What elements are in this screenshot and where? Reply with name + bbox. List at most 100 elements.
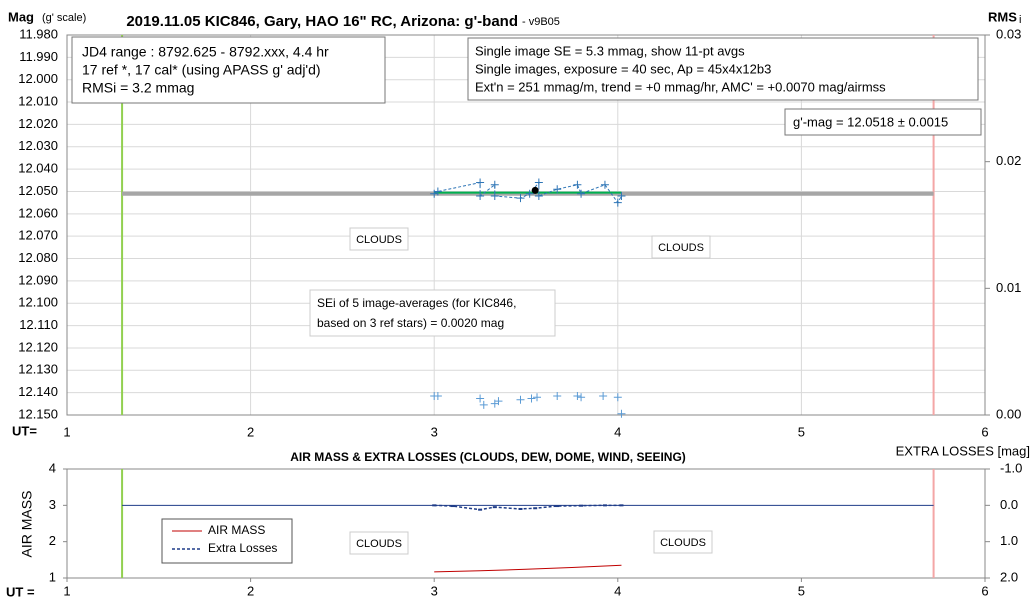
annotation-box bbox=[467, 37, 979, 101]
data-point bbox=[617, 191, 626, 200]
y-tick-label: 12.010 bbox=[18, 93, 58, 108]
data-point bbox=[599, 392, 608, 400]
y2-tick-label: 0.00 bbox=[996, 406, 1021, 421]
annotation-text: CLOUDS bbox=[660, 537, 706, 549]
y2-tick-label: 0.03 bbox=[996, 26, 1021, 41]
x-tick-label: 3 bbox=[431, 583, 438, 598]
annotation-box bbox=[71, 36, 386, 104]
data-point bbox=[617, 409, 626, 418]
y-tick-label: 12.150 bbox=[18, 406, 58, 421]
y2-axis-label-note: i bbox=[1019, 14, 1021, 26]
data-point bbox=[613, 393, 622, 402]
x-tick-label: 1 bbox=[63, 583, 70, 598]
data-point bbox=[494, 397, 503, 406]
y-tick-label: 12.060 bbox=[18, 205, 58, 220]
annotation-text: JD4 range : 8792.625 - 8792.xxx, 4.4 hr bbox=[82, 44, 329, 60]
y2-tick-label: -1.0 bbox=[1000, 460, 1022, 475]
chart-subtitle: - v9B05 bbox=[522, 16, 560, 28]
y-tick-label: 12.130 bbox=[18, 362, 58, 377]
y-tick-label: 3 bbox=[49, 497, 56, 512]
annotation-text: Ext'n = 251 mmag/m, trend = +0 mmag/hr, … bbox=[475, 79, 886, 94]
annotation-box bbox=[349, 227, 409, 251]
data-point bbox=[533, 393, 542, 402]
annotation-text: CLOUDS bbox=[356, 234, 402, 246]
y-tick-label: 11.990 bbox=[19, 49, 58, 64]
data-point bbox=[573, 180, 582, 189]
y-tick-label: 12.030 bbox=[18, 138, 58, 153]
y-tick-label: 11.980 bbox=[19, 26, 58, 41]
legend-label: Extra Losses bbox=[208, 541, 277, 555]
annotation-box bbox=[784, 108, 982, 136]
series-line bbox=[434, 564, 622, 573]
y-axis-label-note: (g' scale) bbox=[42, 12, 86, 24]
annotation-text: SEi of 5 image-averages (for KIC846, bbox=[317, 296, 516, 310]
data-point bbox=[527, 394, 536, 403]
annotation-text: RMSi = 3.2 mmag bbox=[82, 80, 194, 96]
x-tick-label: 4 bbox=[614, 583, 621, 598]
data-point bbox=[553, 185, 562, 194]
y-tick-label: 1 bbox=[49, 569, 56, 584]
y2-tick-label: 2.0 bbox=[1000, 569, 1018, 584]
x-tick-label: 3 bbox=[431, 424, 438, 439]
x-tick-label: 2 bbox=[247, 583, 254, 598]
legend-label: AIR MASS bbox=[208, 523, 265, 537]
y-tick-label: 2 bbox=[49, 533, 56, 548]
data-point bbox=[577, 393, 586, 402]
data-point bbox=[476, 178, 485, 187]
x-axis-label: UT = bbox=[6, 584, 35, 599]
annotation-box bbox=[309, 289, 556, 337]
plots: 11.98011.99012.00012.01012.02012.03012.0… bbox=[18, 26, 1022, 598]
legend-box bbox=[161, 518, 293, 564]
data-point bbox=[600, 180, 609, 189]
y2-tick-label: 0.02 bbox=[996, 153, 1021, 168]
chart-title: 2019.11.05 KIC846, Gary, HAO 16" RC, Ari… bbox=[126, 13, 518, 30]
data-point bbox=[553, 392, 562, 400]
data-point bbox=[490, 191, 499, 200]
annotation-text: Single images, exposure = 40 sec, Ap = 4… bbox=[475, 61, 771, 76]
y-tick-label: 12.110 bbox=[19, 317, 58, 332]
data-point bbox=[476, 191, 485, 200]
y-tick-label: 12.040 bbox=[18, 161, 58, 176]
y-tick-label: 12.140 bbox=[18, 384, 58, 399]
annotation-text: 17 ref *, 17 cal* (using APASS g' adj'd) bbox=[82, 62, 321, 78]
annotation-text: g'-mag = 12.0518 ± 0.0015 bbox=[793, 114, 948, 129]
annotation-text: Single image SE = 5.3 mmag, show 11-pt a… bbox=[475, 43, 745, 58]
x-axis-label: UT= bbox=[12, 423, 37, 438]
y-tick-label: 12.090 bbox=[18, 272, 58, 287]
y-tick-label: 12.000 bbox=[18, 71, 58, 86]
y-axis-label: AIR MASS bbox=[19, 491, 35, 558]
data-point bbox=[525, 189, 534, 198]
chart-title: AIR MASS & EXTRA LOSSES (CLOUDS, DEW, DO… bbox=[290, 450, 686, 464]
x-tick-label: 5 bbox=[798, 424, 805, 439]
data-point bbox=[490, 180, 499, 189]
x-tick-label: 2 bbox=[247, 424, 254, 439]
data-point bbox=[613, 198, 622, 207]
annotation-box bbox=[349, 531, 409, 555]
y-tick-label: 12.020 bbox=[18, 116, 58, 131]
y-axis-label: Mag bbox=[8, 9, 34, 24]
plot-frame bbox=[66, 468, 986, 579]
y2-tick-label: 1.0 bbox=[1000, 533, 1018, 548]
y-tick-label: 12.120 bbox=[18, 339, 58, 354]
x-tick-label: 1 bbox=[63, 424, 70, 439]
x-tick-label: 5 bbox=[798, 583, 805, 598]
data-point bbox=[516, 194, 525, 203]
data-point bbox=[534, 178, 543, 187]
annotation-text: based on 3 ref stars) = 0.0020 mag bbox=[317, 316, 504, 330]
data-point bbox=[433, 187, 442, 196]
annotation-box bbox=[653, 530, 713, 554]
y-tick-label: 4 bbox=[49, 460, 56, 475]
y2-axis-label: RMS bbox=[988, 9, 1017, 24]
x-tick-label: 6 bbox=[981, 424, 988, 439]
y-tick-label: 12.100 bbox=[18, 295, 58, 310]
data-point bbox=[433, 392, 442, 400]
annotation-box bbox=[651, 235, 711, 259]
annotation-text: CLOUDS bbox=[658, 242, 704, 254]
data-point bbox=[573, 392, 582, 400]
y2-tick-label: 0.0 bbox=[1000, 497, 1018, 512]
data-point bbox=[479, 400, 488, 409]
data-point bbox=[534, 191, 543, 200]
series-line bbox=[433, 181, 622, 204]
y2-tick-label: 0.01 bbox=[996, 280, 1021, 295]
